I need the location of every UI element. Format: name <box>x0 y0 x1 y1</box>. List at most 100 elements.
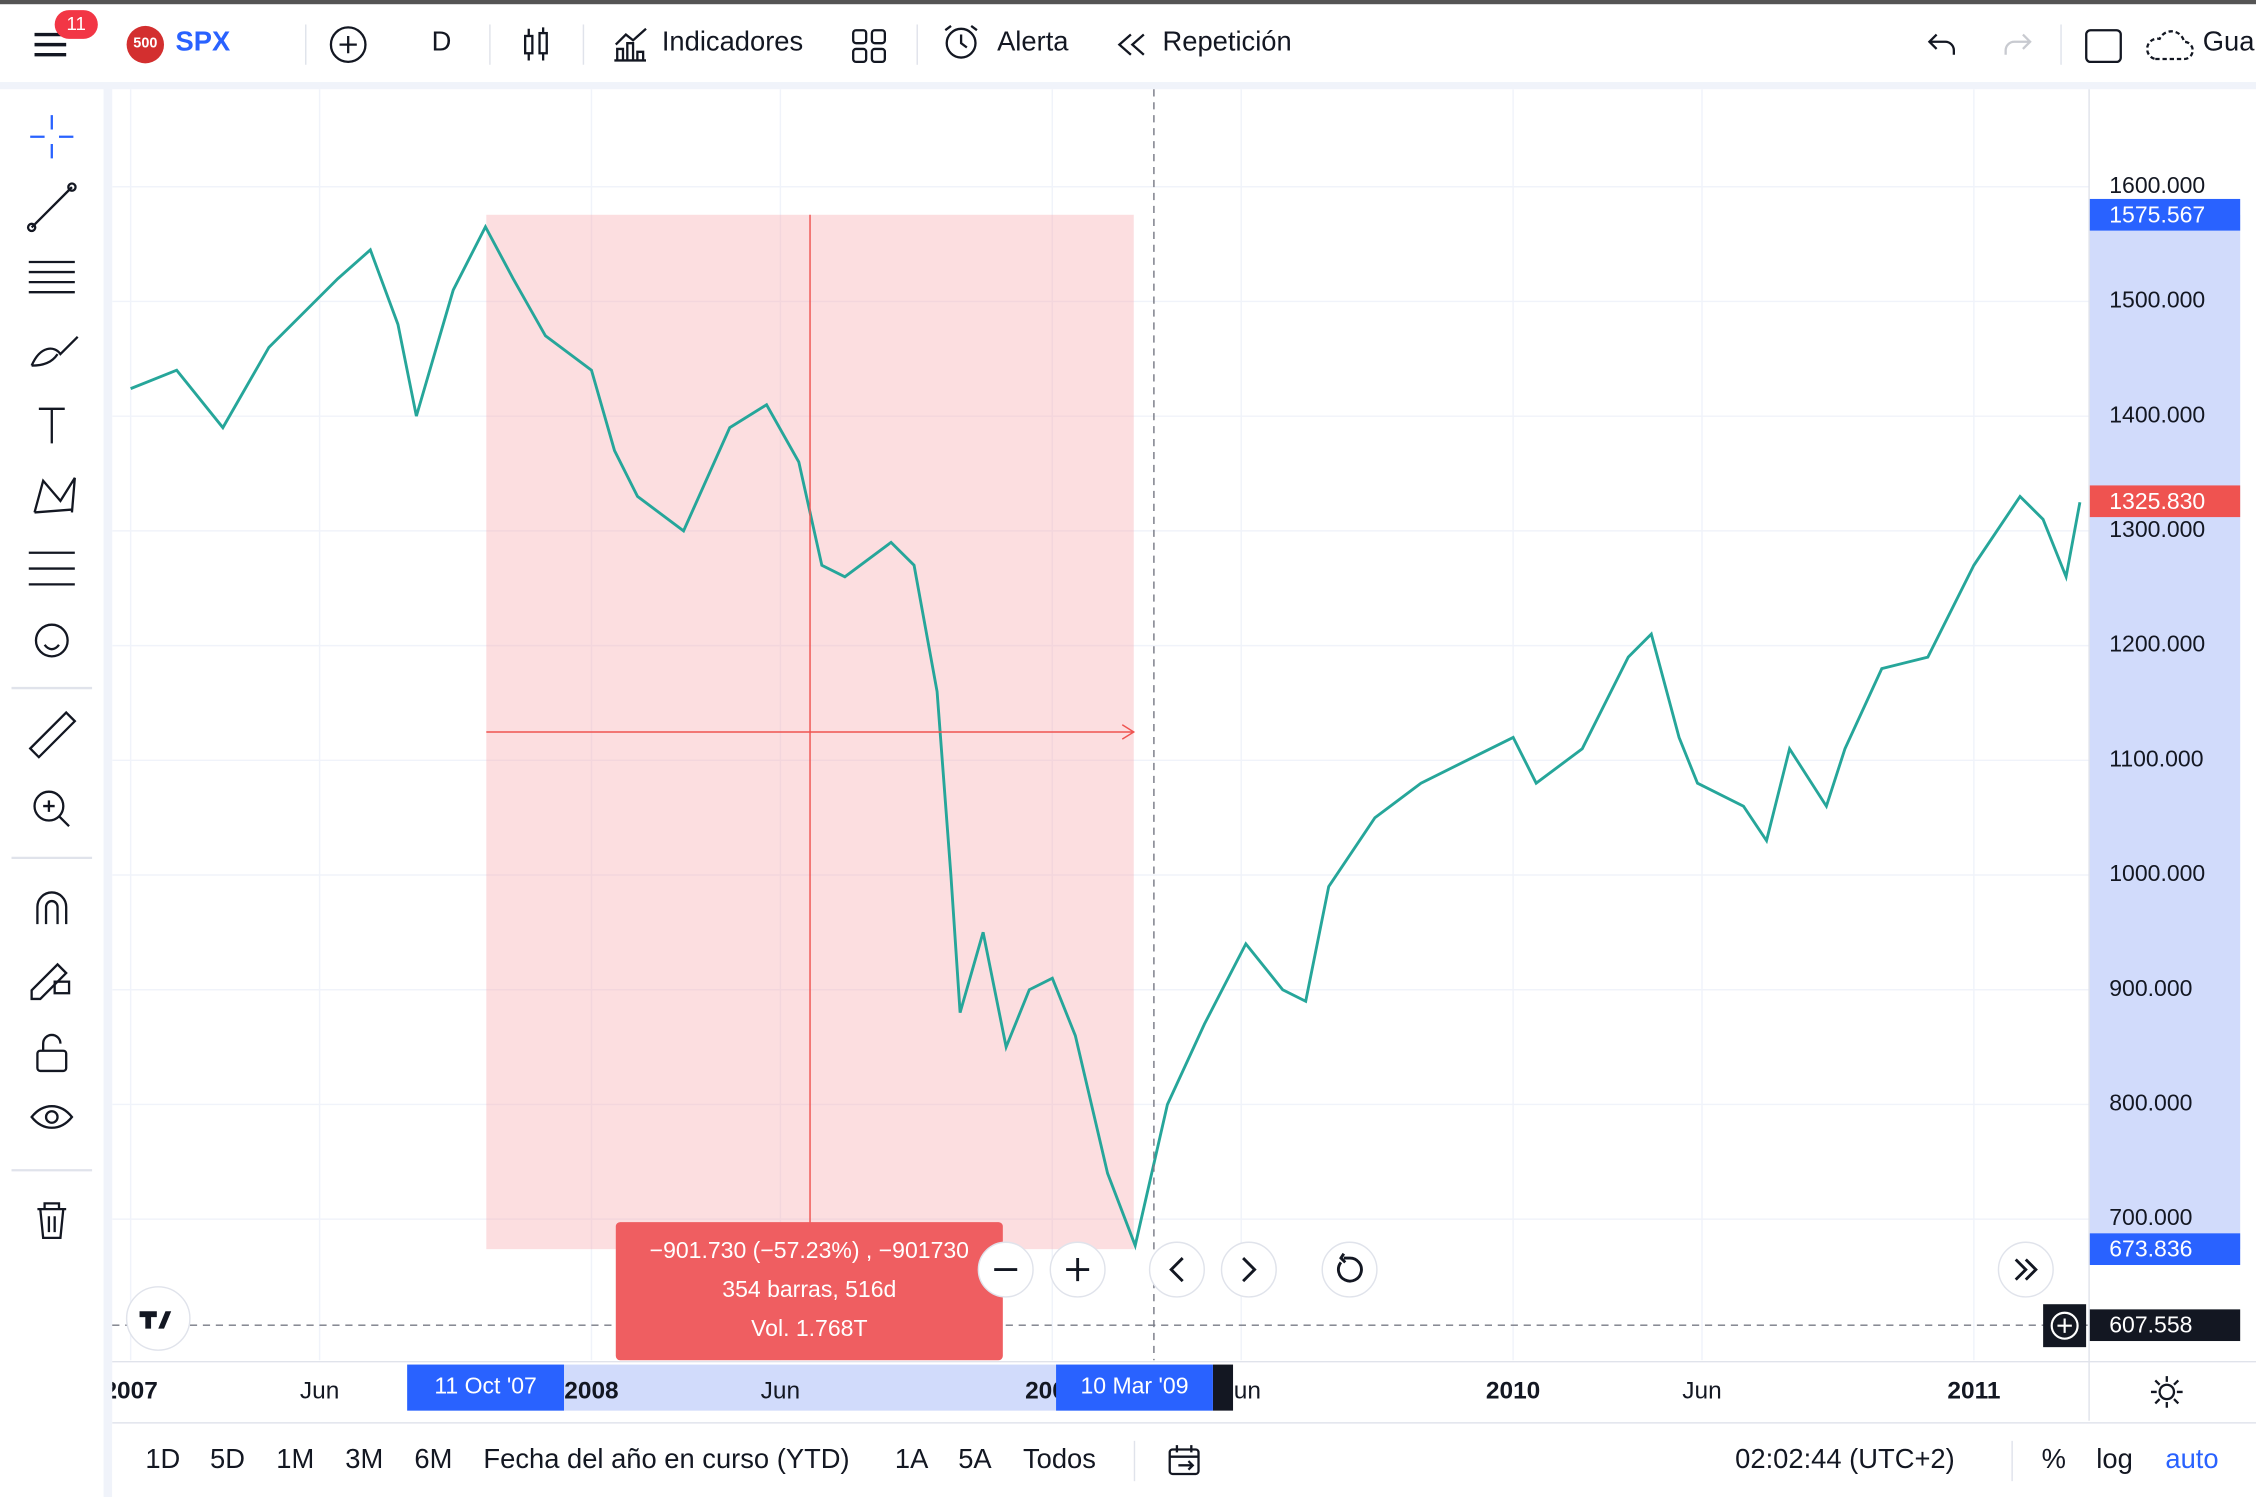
save-icon[interactable] <box>2144 27 2196 64</box>
magnet-tool[interactable] <box>36 891 68 925</box>
lock-drawing-tool[interactable] <box>30 962 71 1001</box>
reset-button[interactable] <box>1321 1241 1378 1298</box>
symbol[interactable]: SPX <box>175 27 231 58</box>
navigation-buttons <box>977 1241 1378 1298</box>
price-label-box <box>2089 198 2241 231</box>
range-button[interactable]: 1M <box>276 1445 315 1476</box>
layouts-button[interactable] <box>850 27 887 64</box>
bottom-bar: 1D 5D 1M 3M 6M Fecha del año en curso (YTD) 1A… <box>112 1422 2256 1497</box>
x-tick-label: 2007 <box>103 1377 157 1404</box>
y-tick-label: 1500.000 <box>2109 287 2205 313</box>
compare-button[interactable] <box>328 24 368 64</box>
interval[interactable]: D <box>431 27 452 58</box>
brush-tool[interactable] <box>30 336 79 367</box>
y-tick-label: 1600.000 <box>2109 172 2205 198</box>
log-toggle[interactable]: log <box>2096 1445 2133 1476</box>
start-date-marker: 11 Oct '07 <box>407 1364 565 1411</box>
crosshair-date-tail <box>1212 1364 1234 1411</box>
alert-icon[interactable] <box>941 23 984 66</box>
range-button[interactable]: 1D <box>145 1445 181 1476</box>
x-tick-label: 2011 <box>1947 1377 2000 1404</box>
pattern-tool[interactable] <box>33 477 76 514</box>
measure-tooltip: −901.730 (−57.23%) , −901730 354 barras,… <box>615 1222 1003 1361</box>
scroll-left-button[interactable] <box>1148 1241 1205 1298</box>
clock[interactable]: 02:02:44 (UTC+2) <box>1735 1445 1955 1476</box>
zoom-in-button[interactable] <box>1049 1241 1106 1298</box>
price-label: 607.558 <box>2109 1312 2192 1338</box>
price-line <box>130 223 2082 1251</box>
symbol-logo: 500 <box>126 25 165 64</box>
range-button[interactable]: 1A <box>894 1445 929 1476</box>
undo-button[interactable] <box>1925 29 1960 61</box>
price-label: 1575.567 <box>2109 201 2205 227</box>
trend-line-tool[interactable] <box>26 182 77 233</box>
price-label-box <box>2089 1309 2241 1342</box>
tool-icons <box>11 115 93 1240</box>
measure-arrow <box>1121 724 1136 740</box>
range-button[interactable]: 6M <box>414 1445 453 1476</box>
price-label: 673.836 <box>2109 1236 2192 1262</box>
y-tick-label: 1200.000 <box>2109 631 2205 657</box>
range-button[interactable]: Fecha del año en curso (YTD) <box>483 1445 850 1476</box>
notification-badge: 11 <box>54 10 98 39</box>
y-tick-label: 1300.000 <box>2109 516 2205 542</box>
text-tool[interactable] <box>38 407 65 444</box>
x-tick-label: 2008 <box>564 1377 618 1404</box>
indicators-icon[interactable] <box>610 24 650 64</box>
y-tick-label: 800.000 <box>2109 1090 2192 1116</box>
top-bar: 11 500 SPX D Indicadores Alerta Repetici… <box>0 4 2256 83</box>
y-tick-label: 1000.000 <box>2109 860 2205 886</box>
price-label-box <box>2089 1233 2241 1266</box>
remove-tool[interactable] <box>37 1202 67 1240</box>
price-label: 1325.830 <box>2109 488 2205 514</box>
visibility-tool[interactable] <box>30 1105 74 1129</box>
end-date-marker: 10 Mar '09 <box>1056 1364 1213 1411</box>
redo-button[interactable] <box>2000 29 2035 61</box>
percent-toggle[interactable]: % <box>2041 1445 2066 1476</box>
auto-toggle[interactable]: auto <box>2165 1445 2219 1476</box>
x-tick-label: Jun <box>761 1377 800 1404</box>
range-button[interactable]: 5D <box>210 1445 246 1476</box>
icon-tool[interactable] <box>34 623 69 658</box>
fib-tool[interactable] <box>28 260 75 294</box>
replay-icon[interactable] <box>1115 30 1150 59</box>
zoom-out-button[interactable] <box>977 1241 1034 1298</box>
y-tick-label: 900.000 <box>2109 975 2192 1001</box>
measure-volume: Vol. 1.768T <box>751 1317 868 1342</box>
tradingview-logo <box>125 1286 191 1351</box>
drawing-toolbar <box>0 89 104 1497</box>
price-label-box <box>2089 485 2241 518</box>
prediction-tool[interactable] <box>28 551 75 586</box>
replay-button[interactable]: Repetición <box>1162 27 1292 58</box>
x-tick-label: 2010 <box>1486 1377 1540 1404</box>
price-range-highlight <box>2089 214 2241 1250</box>
save-button[interactable]: Gua <box>2202 27 2255 58</box>
scroll-right-button[interactable] <box>1220 1241 1277 1298</box>
scroll-to-end-button[interactable] <box>1997 1241 2057 1301</box>
range-button[interactable]: Todos <box>1022 1445 1096 1476</box>
ruler-tool[interactable] <box>28 710 77 759</box>
y-tick-label: 700.000 <box>2109 1204 2192 1230</box>
zoom-tool[interactable] <box>33 790 70 828</box>
x-tick-label: Jun <box>300 1377 339 1404</box>
crosshair-tool[interactable] <box>30 115 74 159</box>
lock-all-tool[interactable] <box>36 1033 68 1073</box>
chart-type-button[interactable] <box>518 24 555 64</box>
x-axis: 2007 Jun 2008 Jun 2009 Jun 2010 Jun 2011 <box>103 1377 2000 1404</box>
settings-button[interactable] <box>2148 1373 2185 1410</box>
measure-bars: 354 barras, 516d <box>722 1278 897 1303</box>
window-edge <box>0 0 2256 5</box>
x-tick-label: Jun <box>1682 1377 1721 1404</box>
y-tick-label: 1100.000 <box>2109 745 2203 771</box>
range-button[interactable]: 5A <box>958 1445 992 1476</box>
y-tick-label: 1400.000 <box>2109 401 2205 427</box>
range-button[interactable]: 3M <box>345 1445 384 1476</box>
measure-change: −901.730 (−57.23%) , −901730 <box>649 1239 969 1264</box>
alert-button[interactable]: Alerta <box>997 27 1069 58</box>
indicators-button[interactable]: Indicadores <box>661 27 804 58</box>
add-alert-button[interactable] <box>2043 1304 2087 1348</box>
fullscreen-button[interactable] <box>2083 27 2123 64</box>
goto-date-button[interactable] <box>1165 1442 1202 1479</box>
